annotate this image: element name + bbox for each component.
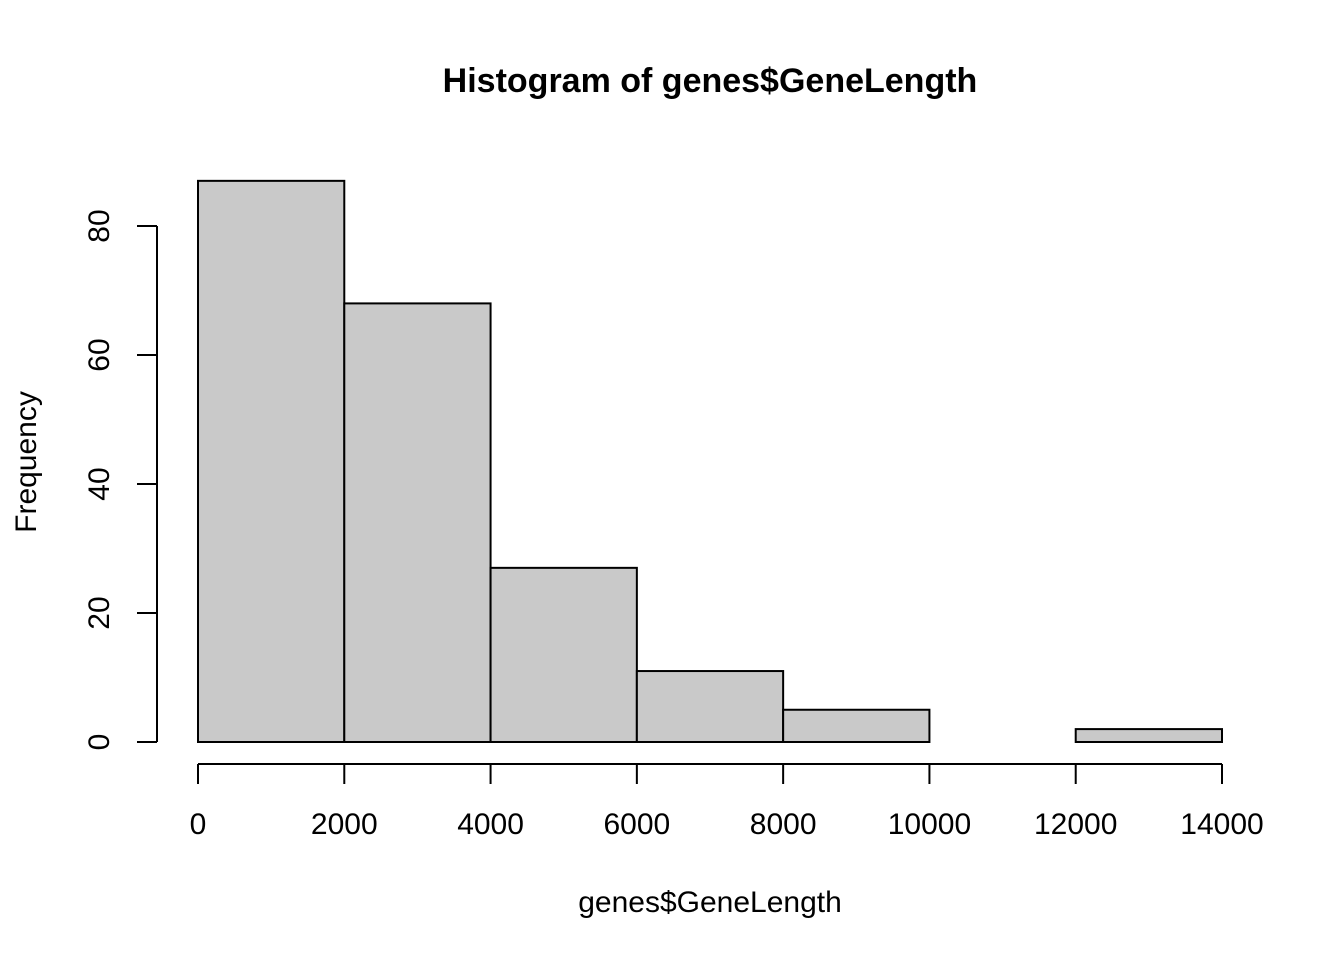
bars-group — [197, 179, 1223, 744]
histogram-bar-2 — [489, 566, 638, 743]
histogram-bar-6 — [1074, 728, 1223, 743]
histogram-bar-0 — [197, 179, 346, 744]
y-tick-label: 80 — [83, 209, 116, 242]
y-axis: 0 20 40 60 80 — [83, 209, 158, 751]
y-tick-label: 20 — [83, 596, 116, 629]
y-axis-label: Frequency — [10, 391, 43, 533]
x-tick-label: 10000 — [888, 808, 971, 841]
y-tick-label: 40 — [83, 467, 116, 500]
histogram-bar-4 — [782, 708, 931, 743]
x-tick-label: 4000 — [457, 808, 524, 841]
y-tick-label: 0 — [83, 734, 116, 751]
x-axis-label: genes$GeneLength — [578, 886, 842, 919]
x-axis: 0 2000 4000 6000 8000 10000 12000 14000 — [190, 763, 1264, 841]
y-tick-label: 60 — [83, 338, 116, 371]
x-tick-label: 12000 — [1034, 808, 1117, 841]
x-tick-label: 6000 — [603, 808, 670, 841]
x-tick-label: 14000 — [1180, 808, 1263, 841]
x-tick-label: 8000 — [750, 808, 817, 841]
histogram-bar-1 — [343, 302, 492, 743]
histogram-bar-3 — [635, 670, 785, 743]
chart-title: Histogram of genes$GeneLength — [443, 62, 978, 100]
x-tick-label: 2000 — [311, 808, 378, 841]
x-tick-label: 0 — [190, 808, 207, 841]
